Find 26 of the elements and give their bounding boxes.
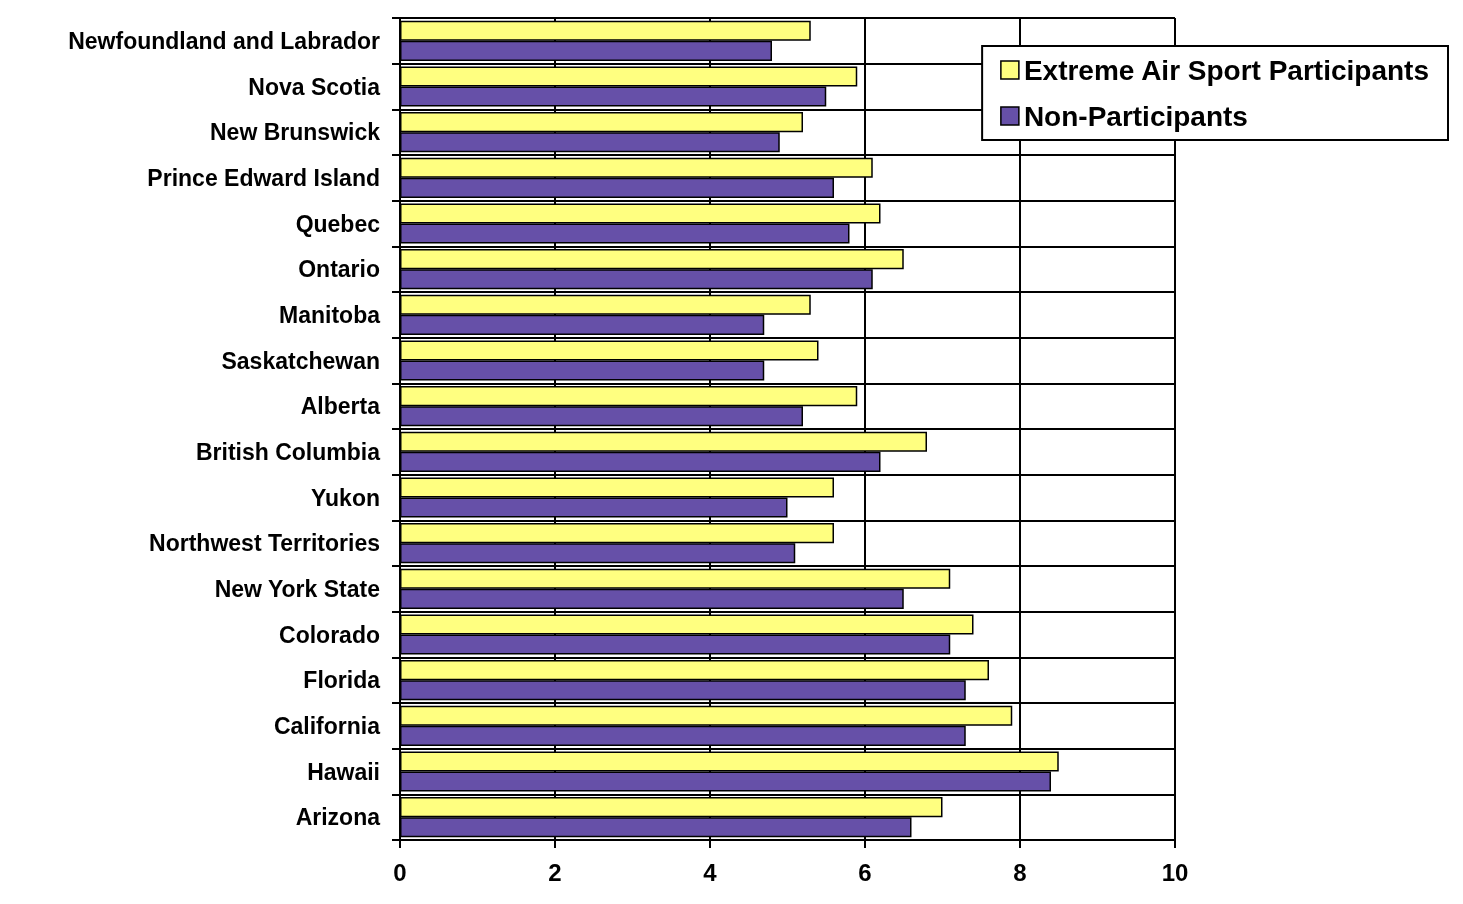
- y-tick-label: Northwest Territories: [149, 530, 380, 557]
- y-tick-label: Quebec: [295, 210, 381, 237]
- y-tick-label: California: [273, 712, 381, 739]
- y-tick-label: Prince Edward Island: [147, 164, 380, 191]
- y-tick-label: Saskatchewan: [221, 347, 380, 374]
- y-tick-label: Hawaii: [307, 758, 380, 785]
- y-tick-label: Manitoba: [279, 301, 381, 328]
- x-tick-label: 6: [858, 858, 872, 886]
- y-tick-label: New Brunswick: [210, 119, 381, 146]
- y-tick-label: British Columbia: [195, 438, 381, 465]
- legend-label: Extreme Air Sport Participants: [1023, 54, 1429, 86]
- x-tick-label: 0: [393, 858, 407, 886]
- legend-label: Non-Participants: [1023, 100, 1248, 132]
- y-tick-label: Newfoundland and Labrador: [68, 27, 381, 54]
- y-tick-label: Alberta: [300, 393, 381, 420]
- x-tick-label: 4: [703, 858, 718, 886]
- y-tick-label: New York State: [214, 575, 380, 602]
- y-tick-label: Colorado: [279, 621, 380, 648]
- x-tick-label: 8: [1013, 858, 1027, 886]
- x-tick-label: 10: [1161, 858, 1189, 886]
- y-tick-label: Ontario: [298, 256, 380, 283]
- y-tick-label: Arizona: [295, 804, 381, 831]
- y-tick-label: Yukon: [310, 484, 380, 511]
- y-tick-label: Florida: [303, 667, 381, 694]
- y-tick-label: Nova Scotia: [248, 73, 381, 100]
- x-tick-label: 2: [548, 858, 562, 886]
